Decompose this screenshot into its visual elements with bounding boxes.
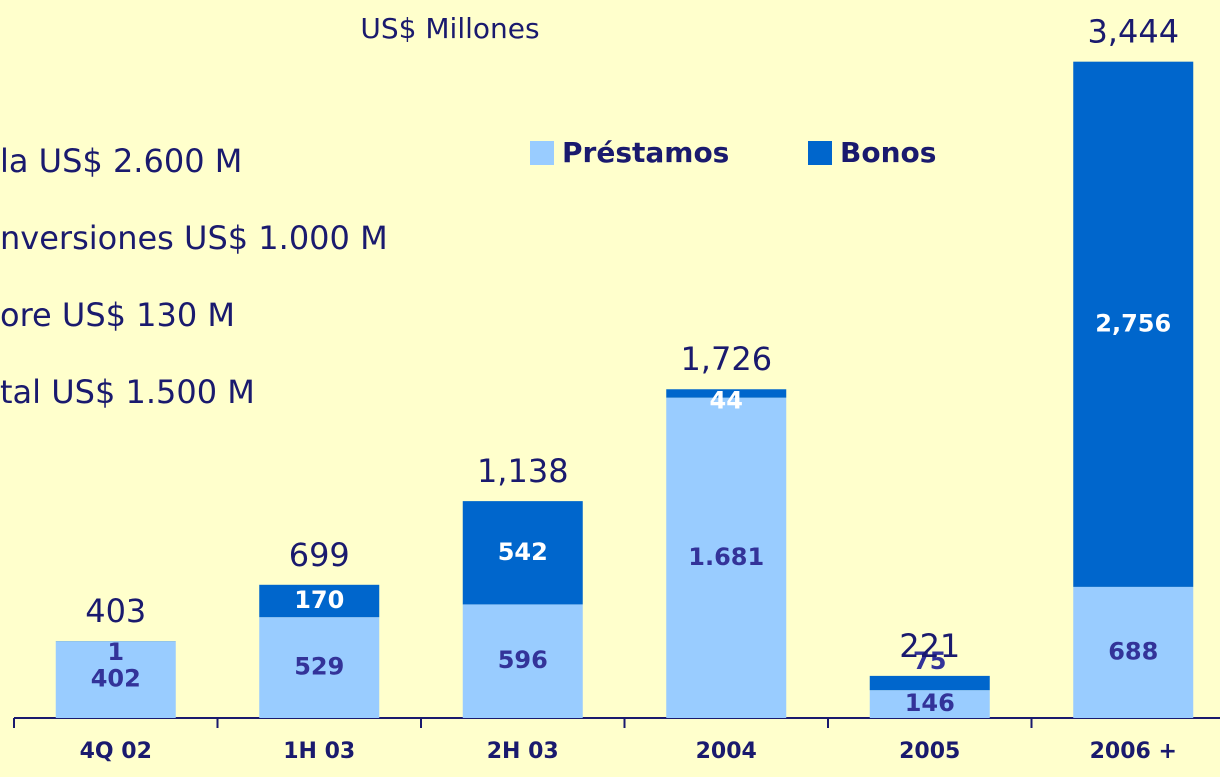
- x-tick-label: 2006 +: [1090, 739, 1177, 764]
- annotation: tal US$ 1.500 M: [0, 373, 255, 411]
- value-label: 529: [294, 653, 344, 681]
- bar-segment: [259, 617, 380, 718]
- bar-segment: [1073, 586, 1194, 718]
- total-label: 403: [85, 592, 146, 630]
- bar-segment: [462, 501, 583, 605]
- bar-segment: [666, 397, 787, 718]
- value-label: 688: [1108, 637, 1158, 665]
- value-label: 1.681: [688, 543, 764, 571]
- bar-segment: [1073, 61, 1194, 587]
- total-label: 1,726: [680, 340, 772, 378]
- annotation: ore US$ 130 M: [0, 296, 235, 334]
- value-label: 75: [913, 647, 946, 675]
- value-label: 542: [498, 538, 548, 566]
- bar-segment: [666, 389, 787, 398]
- bar-segment: [259, 584, 380, 618]
- annotation: nversiones US$ 1.000 M: [0, 219, 388, 257]
- value-label: 170: [294, 586, 344, 614]
- x-tick-label: 2H 03: [487, 739, 559, 764]
- x-tick-label: 4Q 02: [80, 739, 152, 764]
- value-label: 146: [905, 689, 955, 717]
- value-label: 2,756: [1095, 309, 1171, 337]
- x-tick-label: 1H 03: [283, 739, 355, 764]
- bar-segment: [869, 690, 990, 718]
- total-label: 221: [899, 627, 960, 665]
- total-label: 1,138: [477, 452, 569, 490]
- annotation: la US$ 2.600 M: [0, 142, 242, 180]
- subtitle: US$ Millones: [360, 12, 539, 45]
- x-tick-label: 2004: [696, 739, 757, 764]
- value-label: 44: [710, 386, 743, 414]
- bar-segment: [869, 675, 990, 691]
- total-label: 699: [289, 536, 350, 574]
- value-label: 402: [91, 665, 141, 693]
- bar-segment: [55, 641, 176, 718]
- total-label: 3,444: [1087, 13, 1179, 51]
- legend-label: Bonos: [840, 136, 936, 169]
- x-tick-label: 2005: [899, 739, 960, 764]
- legend-label: Préstamos: [562, 136, 729, 169]
- legend-swatch: [808, 141, 832, 165]
- value-label: 596: [498, 646, 548, 674]
- legend-swatch: [530, 141, 554, 165]
- value-label: 1: [107, 638, 124, 666]
- bar-segment: [462, 604, 583, 718]
